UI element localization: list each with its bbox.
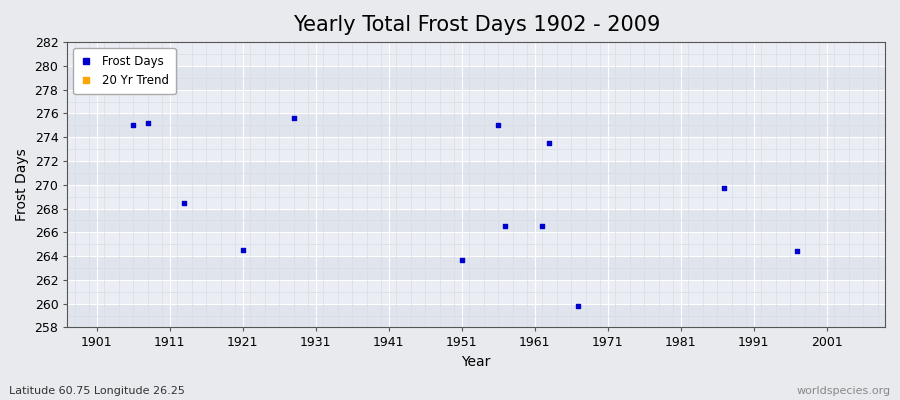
Point	[572, 303, 586, 309]
Bar	[68, 232, 885, 256]
Bar	[68, 90, 885, 114]
Point	[97, 57, 112, 63]
Point	[790, 248, 805, 254]
Bar	[68, 137, 885, 161]
Point	[236, 247, 250, 253]
Bar	[68, 280, 885, 304]
Point	[454, 256, 469, 263]
Point	[286, 115, 301, 121]
X-axis label: Year: Year	[462, 355, 490, 369]
Point	[542, 140, 556, 146]
Point	[126, 122, 140, 128]
Point	[491, 122, 505, 128]
Y-axis label: Frost Days: Frost Days	[15, 148, 29, 221]
Point	[535, 223, 549, 230]
Bar	[68, 66, 885, 90]
Bar	[68, 256, 885, 280]
Bar	[68, 304, 885, 328]
Point	[717, 185, 732, 192]
Bar	[68, 114, 885, 137]
Legend: Frost Days, 20 Yr Trend: Frost Days, 20 Yr Trend	[74, 48, 176, 94]
Bar	[68, 185, 885, 208]
Point	[499, 223, 513, 230]
Text: worldspecies.org: worldspecies.org	[796, 386, 891, 396]
Title: Yearly Total Frost Days 1902 - 2009: Yearly Total Frost Days 1902 - 2009	[292, 15, 660, 35]
Point	[177, 199, 192, 206]
Point	[140, 120, 155, 126]
Bar	[68, 208, 885, 232]
Bar	[68, 42, 885, 66]
Bar	[68, 161, 885, 185]
Text: Latitude 60.75 Longitude 26.25: Latitude 60.75 Longitude 26.25	[9, 386, 184, 396]
